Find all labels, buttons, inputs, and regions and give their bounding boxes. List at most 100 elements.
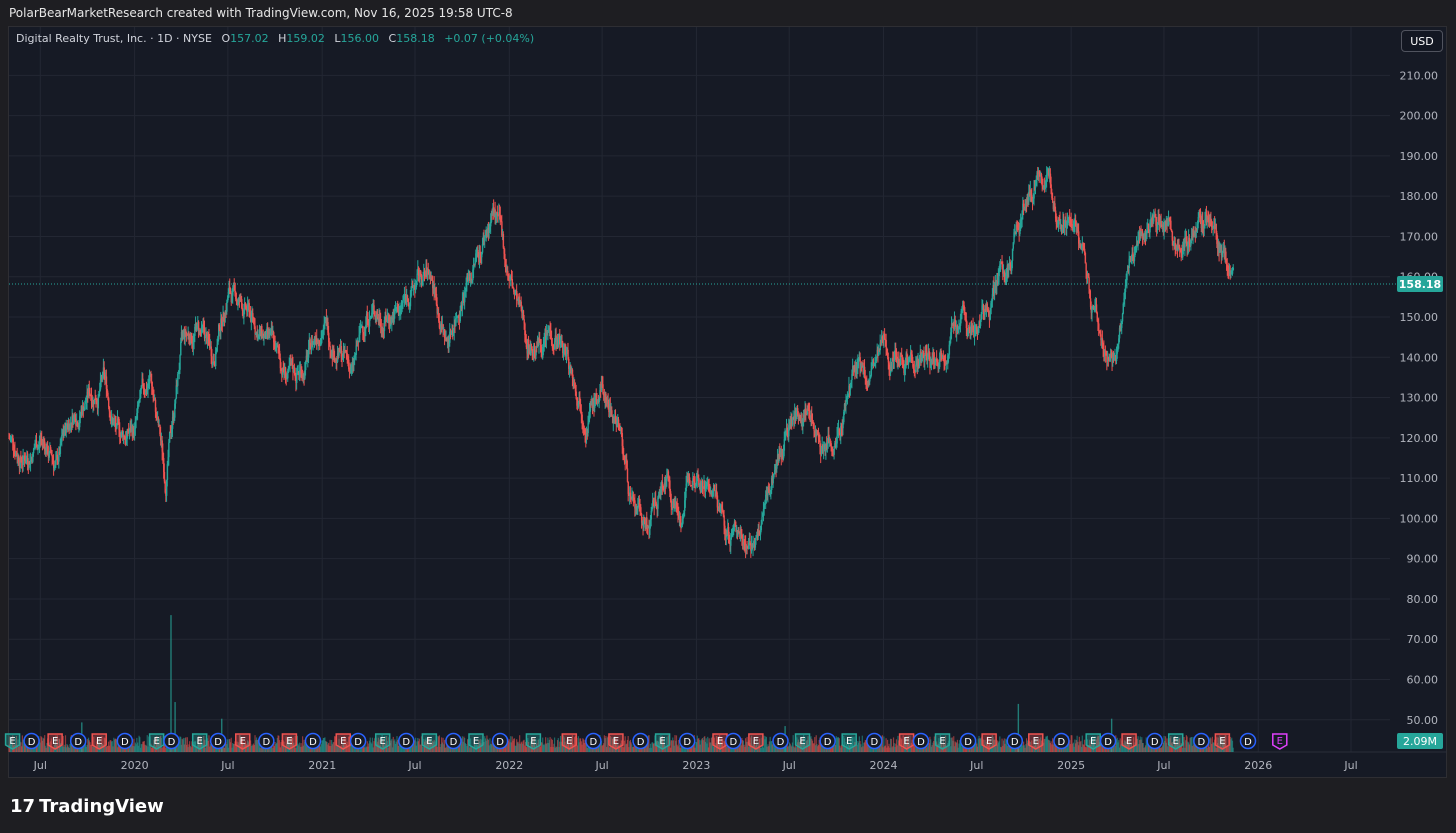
candle-body (936, 358, 938, 362)
volume-bar (819, 737, 821, 752)
candle-body (1122, 303, 1125, 314)
volume-bar (904, 737, 907, 752)
candle-body (394, 310, 396, 315)
candle-body (377, 317, 379, 318)
volume-bar (302, 736, 304, 752)
candle-body (260, 325, 262, 333)
candle-body (108, 398, 110, 407)
candle-body (342, 355, 344, 360)
candle-body (435, 293, 437, 295)
volume-bar (716, 736, 718, 752)
y-tick-label: 130.00 (1400, 392, 1439, 405)
candle-body (608, 405, 611, 413)
volume-bar (704, 741, 707, 752)
volume-bar (68, 747, 70, 752)
volume-bar (467, 739, 469, 752)
volume-bar (1066, 744, 1069, 752)
volume-bar (950, 746, 952, 752)
volume-bar (35, 747, 38, 752)
candle-body (1164, 221, 1166, 227)
volume-bar (675, 735, 678, 752)
candle-body (568, 366, 571, 369)
candle-body (872, 362, 875, 366)
candle-body (634, 500, 636, 509)
volume-bar (1159, 745, 1161, 752)
candle-body (258, 330, 261, 336)
volume-bar (935, 742, 937, 752)
candle-body (405, 293, 407, 301)
volume-bar (376, 743, 378, 752)
candle-body (153, 397, 155, 401)
candle-body (721, 505, 723, 509)
volume-bar (239, 735, 241, 752)
candle-body (311, 341, 314, 346)
volume-bar (370, 742, 372, 752)
candle-body (972, 326, 974, 331)
candle-body (904, 360, 907, 368)
volume-bar (226, 744, 228, 752)
volume-bar (54, 739, 56, 752)
volume-bar (930, 739, 932, 752)
volume-bar (446, 743, 448, 752)
volume-bar (666, 737, 668, 752)
candle-body (1110, 353, 1113, 358)
candle-body (1222, 247, 1225, 252)
volume-bar (56, 735, 58, 752)
volume-bar (509, 742, 511, 752)
candle-body (1019, 227, 1021, 235)
candle-body (288, 365, 291, 367)
volume-bar (209, 744, 212, 752)
volume-bar (513, 738, 515, 752)
candle-body (1192, 233, 1194, 237)
candle-body (234, 282, 236, 294)
volume-bar (64, 744, 66, 752)
candle-body (484, 235, 486, 241)
volume-bar (979, 738, 982, 752)
candle-body (32, 453, 34, 462)
candle-body (412, 285, 415, 288)
volume-bar (626, 739, 629, 752)
volume-bar (248, 743, 250, 752)
volume-bar (860, 744, 862, 752)
volume-bar (153, 739, 155, 752)
volume-bar (524, 745, 526, 752)
volume-bar (235, 745, 238, 752)
volume-bar (652, 743, 655, 752)
candle-body (173, 417, 175, 419)
volume-bar (470, 746, 472, 752)
candle-body (826, 443, 828, 445)
candle-body (15, 453, 18, 456)
candle-body (359, 327, 362, 329)
candle-body (537, 338, 540, 345)
candle-body (1150, 219, 1152, 223)
volume-bar (1159, 747, 1161, 752)
candle-body (68, 423, 71, 430)
volume-bar (511, 736, 513, 752)
volume-bar (1084, 746, 1086, 752)
candle-body (920, 351, 922, 358)
candle-body (837, 430, 839, 436)
candle-body (89, 393, 91, 396)
volume-bar (345, 737, 347, 752)
candle-body (183, 329, 186, 338)
candle-body (144, 391, 146, 395)
volume-bar (837, 737, 839, 752)
candle-body (1012, 242, 1014, 249)
candle-body (464, 291, 466, 303)
volume-bar (90, 744, 92, 752)
candle-body (911, 354, 913, 361)
candle-body (711, 491, 713, 496)
volume-bar (1208, 746, 1211, 752)
candle-body (243, 310, 245, 318)
candle-body (1183, 242, 1185, 248)
candle-body (742, 538, 744, 545)
volume-bar (797, 742, 799, 752)
candle-body (281, 367, 284, 375)
chart-pane[interactable] (8, 26, 1447, 778)
candle-body (845, 399, 847, 406)
candle-body (52, 457, 54, 461)
candle-body (637, 505, 639, 509)
candle-body (1002, 267, 1004, 274)
candle-body (516, 299, 519, 301)
